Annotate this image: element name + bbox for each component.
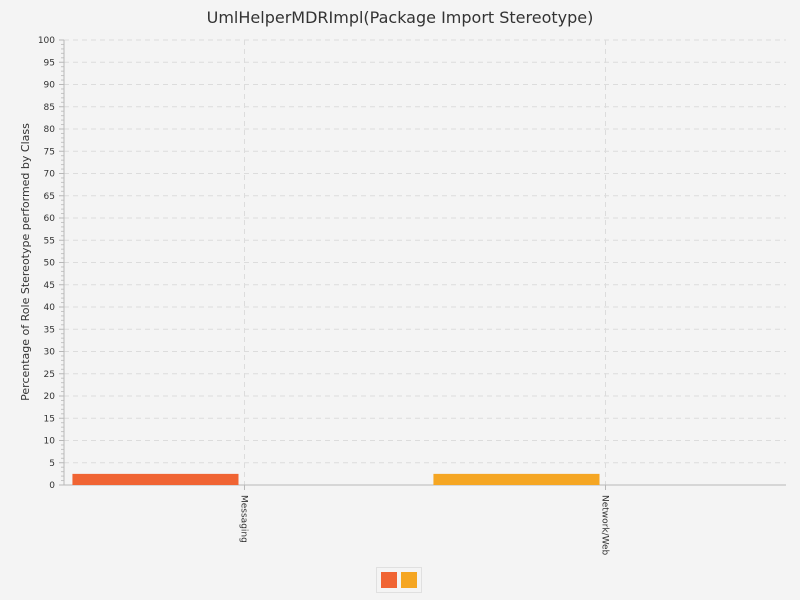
chart-title: UmlHelperMDRImpl(Package Import Stereoty… [207, 8, 594, 27]
y-tick-label: 20 [44, 392, 56, 402]
legend-swatch-messaging [381, 572, 397, 588]
y-tick-label: 10 [44, 437, 56, 447]
y-tick-label: 60 [44, 214, 56, 224]
y-tick-label: 75 [44, 147, 55, 157]
y-tick-label: 85 [44, 103, 55, 113]
grid [64, 39, 786, 485]
y-tick-label: 45 [44, 281, 55, 291]
bar-messaging [72, 473, 239, 485]
y-tick-label: 55 [44, 236, 55, 246]
y-tick-label: 35 [44, 325, 55, 335]
x-tick-label: Messaging [239, 495, 249, 543]
y-tick-label: 80 [44, 125, 56, 135]
legend [376, 567, 422, 593]
y-tick-label: 0 [49, 481, 55, 491]
tick-labels: 0 5 10 15 20 25 30 35 40 45 50 55 60 65 70 75 80 85 90 95 10… [38, 36, 610, 556]
y-tick-label: 30 [44, 348, 56, 358]
legend-swatch-network-web [401, 572, 417, 588]
x-tick-label: Network/Web [600, 495, 610, 556]
y-tick-label: 70 [44, 170, 56, 180]
y-tick-label: 5 [49, 459, 55, 469]
y-tick-label: 95 [44, 58, 55, 68]
bar-network-web [433, 473, 600, 485]
y-axis-label: Percentage of Role Stereotype performed … [19, 123, 32, 401]
bars [72, 473, 600, 485]
y-tick-label: 50 [44, 259, 56, 269]
y-tick-label: 40 [44, 303, 56, 313]
y-tick-label: 65 [44, 192, 55, 202]
axes [59, 39, 786, 490]
y-tick-label: 90 [44, 81, 56, 91]
y-tick-label: 15 [44, 414, 55, 424]
y-tick-label: 25 [44, 370, 55, 380]
y-tick-label: 100 [38, 36, 55, 46]
